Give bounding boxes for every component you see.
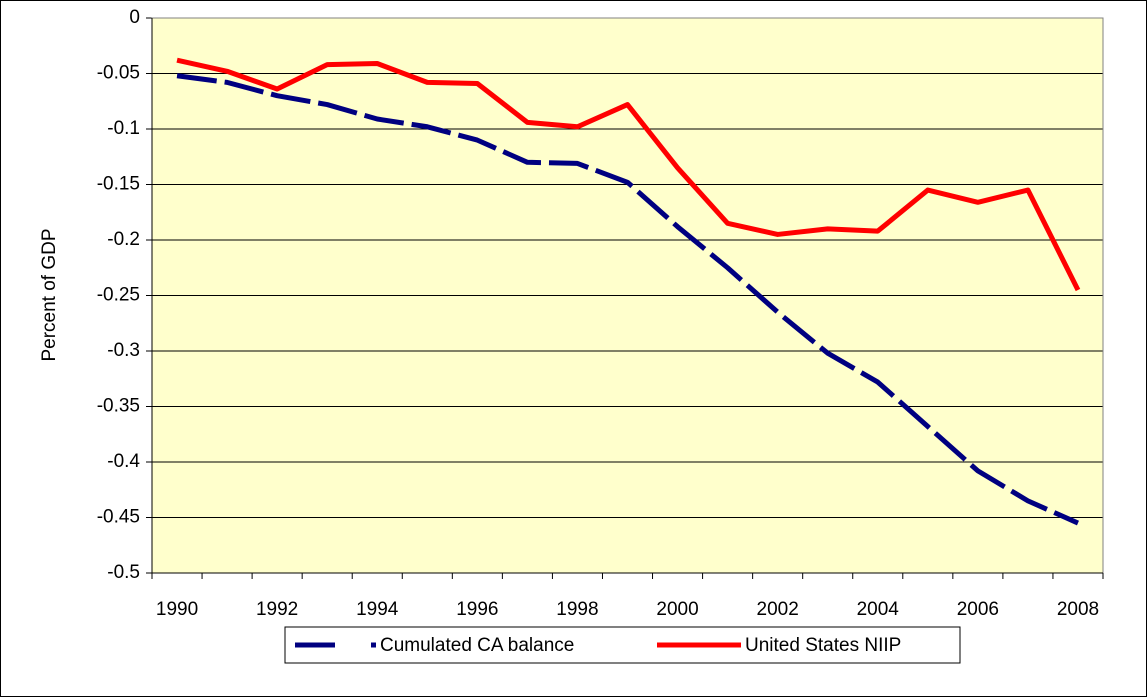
x-tick-label: 2006 [957, 599, 999, 620]
y-tick-label: -0.4 [107, 451, 140, 472]
y-tick-label: -0.3 [107, 340, 140, 361]
x-tick-label: 2004 [857, 599, 900, 620]
x-tick-label: 2002 [757, 599, 799, 620]
x-tick-label: 1996 [456, 599, 498, 620]
y-axis-label: Percent of GDP [39, 228, 60, 361]
x-tick-label: 2008 [1057, 599, 1099, 620]
legend-box [284, 626, 961, 664]
y-tick-label: -0.5 [107, 562, 140, 583]
x-tick-label: 1990 [156, 599, 198, 620]
x-tick-label: 1994 [356, 599, 399, 620]
y-tick-label: -0.45 [97, 507, 140, 528]
x-tick-label: 1992 [256, 599, 298, 620]
y-tick-label: -0.25 [97, 285, 140, 306]
x-tick-label: 1998 [556, 599, 598, 620]
legend-label: Cumulated CA balance [380, 635, 574, 656]
x-tick-label: 2000 [656, 599, 698, 620]
legend-label: United States NIIP [745, 635, 901, 656]
y-tick-label: -0.1 [107, 118, 140, 139]
y-tick-label: -0.2 [107, 229, 140, 250]
y-tick-label: -0.35 [97, 396, 140, 417]
series-line [176, 73, 1079, 526]
y-tick-label: -0.15 [97, 174, 140, 195]
series-line [176, 57, 1081, 292]
y-tick-label: 0 [129, 7, 140, 28]
y-tick-label: -0.05 [97, 63, 140, 84]
